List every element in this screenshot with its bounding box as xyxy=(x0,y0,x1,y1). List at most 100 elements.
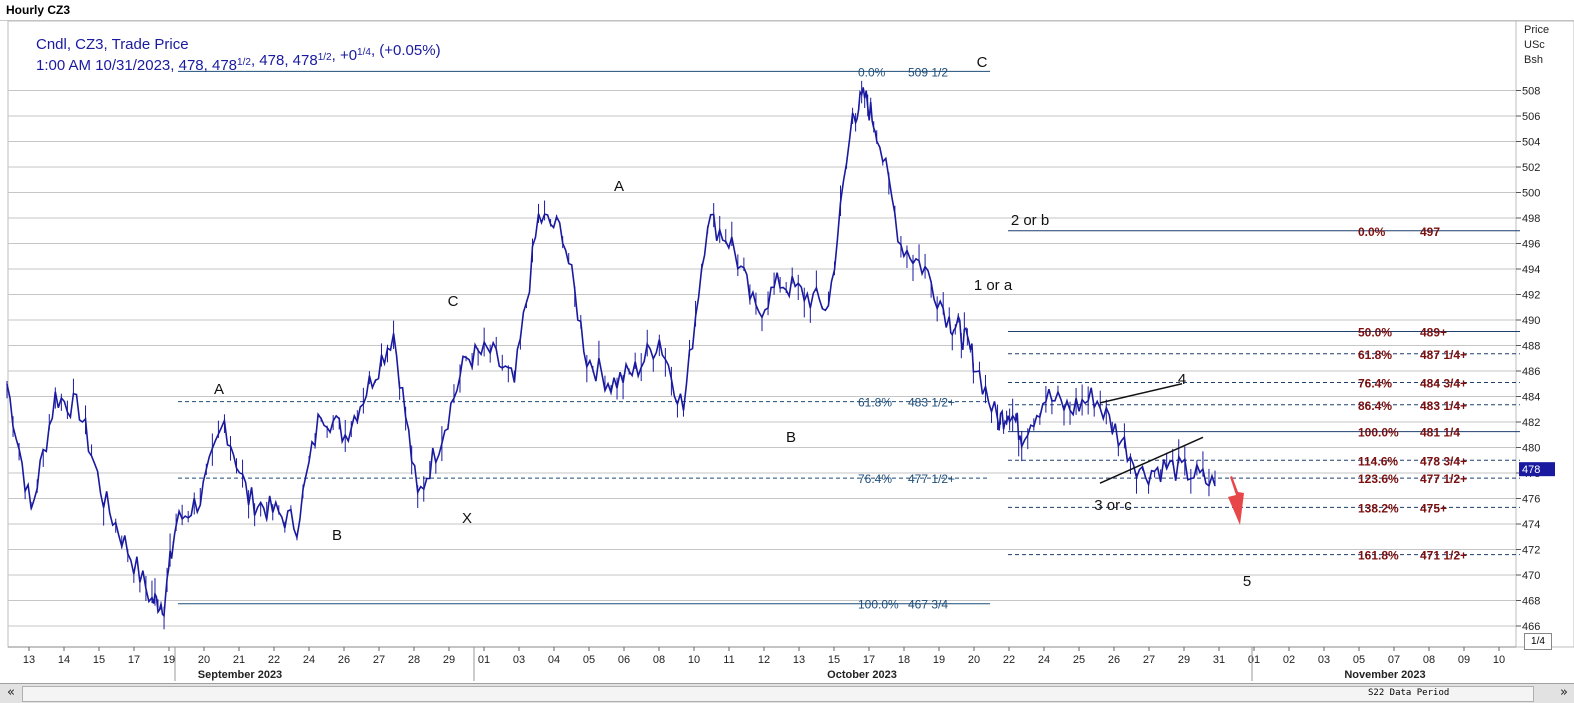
price-unit-label: Bsh xyxy=(1524,54,1543,66)
x-tick-label: 10 xyxy=(1493,654,1505,666)
x-tick-label: 13 xyxy=(23,654,35,666)
y-tick-label: 476 xyxy=(1522,494,1540,506)
x-tick-label: 15 xyxy=(93,654,105,666)
x-tick-label: 08 xyxy=(653,654,665,666)
x-tick-label: 17 xyxy=(128,654,140,666)
x-tick-label: 01 xyxy=(478,654,490,666)
x-tick-label: 20 xyxy=(198,654,210,666)
x-tick-label: 06 xyxy=(618,654,630,666)
x-tick-label: 18 xyxy=(898,654,910,666)
x-tick-label: 01 xyxy=(1248,654,1260,666)
x-tick-label: 24 xyxy=(303,654,315,666)
x-tick-label: 04 xyxy=(548,654,560,666)
fib-ext-percent: 61.8% xyxy=(1358,348,1392,362)
zoom-level[interactable]: 1/4 xyxy=(1524,633,1552,650)
wave-label: 4 xyxy=(1178,371,1186,388)
x-tick-label: 20 xyxy=(968,654,980,666)
scrollbar-thumb[interactable] xyxy=(22,686,1534,702)
scroll-left-button[interactable]: « xyxy=(7,685,15,700)
x-tick-label: 12 xyxy=(758,654,770,666)
x-tick-label: 11 xyxy=(723,654,734,666)
x-tick-label: 15 xyxy=(828,654,840,666)
y-tick-label: 490 xyxy=(1522,315,1540,327)
x-tick-label: 29 xyxy=(1178,654,1190,666)
fib-ext-value: 471 1/2+ xyxy=(1420,549,1467,563)
wave-label: C xyxy=(977,54,988,71)
y-tick-label: 484 xyxy=(1522,392,1540,404)
y-tick-label: 474 xyxy=(1522,519,1540,531)
wave-label: 5 xyxy=(1243,573,1251,590)
fib-ext-value: 487 1/4+ xyxy=(1420,348,1467,362)
last-price-value: 478 xyxy=(1522,464,1540,476)
x-tick-label: 24 xyxy=(1038,654,1050,666)
x-month-label: November 2023 xyxy=(1344,669,1425,681)
fib-level-value: 483 1/2+ xyxy=(908,396,955,410)
fib-ext-percent: 0.0% xyxy=(1358,225,1386,239)
y-tick-label: 466 xyxy=(1522,621,1540,633)
window-title: Hourly CZ3 xyxy=(6,3,71,17)
candlestick-chart[interactable]: 0.0% 509 1/261.8% 483 1/2+76.4% 477 1/2+100… xyxy=(0,0,1574,683)
y-tick-label: 470 xyxy=(1522,570,1540,582)
price-unit-label: Price xyxy=(1524,24,1549,36)
ohlc-readout: 1:00 AM 10/31/2023, 478, 4781/2, 478, 47… xyxy=(36,42,441,74)
y-tick-label: 480 xyxy=(1522,443,1540,455)
fib-level-percent: 0.0% xyxy=(858,65,886,79)
x-tick-label: 05 xyxy=(583,654,595,666)
x-tick-label: 26 xyxy=(1108,654,1120,666)
y-tick-label: 504 xyxy=(1522,137,1540,149)
fib-ext-percent: 100.0% xyxy=(1358,426,1399,440)
price-unit-label: USc xyxy=(1524,39,1545,51)
y-tick-label: 492 xyxy=(1522,290,1540,302)
wave-label: A xyxy=(214,381,224,398)
time-scrollbar[interactable]: « S22 Data Period » xyxy=(0,683,1574,703)
x-tick-label: 29 xyxy=(443,654,455,666)
scroll-right-button[interactable]: » xyxy=(1560,685,1568,700)
wave-label: 2 or b xyxy=(1011,212,1049,229)
wave-label: 3 or c xyxy=(1094,497,1132,514)
y-tick-label: 472 xyxy=(1522,545,1540,557)
x-tick-label: 27 xyxy=(373,654,385,666)
fib-ext-percent: 86.4% xyxy=(1358,399,1392,413)
wave-label: B xyxy=(332,527,342,544)
y-tick-label: 488 xyxy=(1522,341,1540,353)
price-axis-panel xyxy=(1515,20,1574,648)
last-price-tag xyxy=(1519,462,1555,477)
x-tick-label: 21 xyxy=(233,654,245,666)
fib-ext-value: 481 1/4 xyxy=(1420,426,1460,440)
fib-level-value: 509 1/2 xyxy=(908,65,948,79)
x-tick-label: 03 xyxy=(513,654,525,666)
fib-ext-percent: 114.6% xyxy=(1358,454,1398,468)
x-tick-label: 25 xyxy=(1073,654,1085,666)
fib-ext-value: 483 1/4+ xyxy=(1420,399,1467,413)
wedge-upper-line xyxy=(1099,383,1183,404)
y-tick-label: 468 xyxy=(1522,596,1540,608)
fib-ext-value: 497 xyxy=(1420,225,1440,239)
x-tick-label: 05 xyxy=(1353,654,1365,666)
x-tick-label: 07 xyxy=(1388,654,1400,666)
x-tick-label: 10 xyxy=(688,654,700,666)
fib-ext-percent: 50.0% xyxy=(1358,325,1392,339)
wave-label: A xyxy=(614,178,624,195)
y-tick-label: 500 xyxy=(1522,188,1540,200)
wave-label: X xyxy=(462,510,472,527)
wave-label: 1 or a xyxy=(974,277,1013,294)
x-month-label: October 2023 xyxy=(827,669,897,681)
x-tick-label: 28 xyxy=(408,654,420,666)
x-tick-label: 22 xyxy=(268,654,280,666)
y-tick-label: 496 xyxy=(1522,239,1540,251)
fib-ext-value: 489+ xyxy=(1420,325,1447,339)
fib-ext-value: 475+ xyxy=(1420,501,1447,515)
fib-ext-percent: 138.2% xyxy=(1358,501,1399,515)
y-tick-label: 482 xyxy=(1522,417,1540,429)
down-arrow-icon xyxy=(1228,476,1244,525)
x-tick-label: 22 xyxy=(1003,654,1015,666)
wedge-lower-line xyxy=(1099,436,1204,484)
wave-label: C xyxy=(448,293,459,310)
fib-ext-value: 477 1/2+ xyxy=(1420,472,1467,486)
y-tick-label: 502 xyxy=(1522,162,1540,174)
x-tick-label: 27 xyxy=(1143,654,1155,666)
fib-ext-value: 478 3/4+ xyxy=(1420,454,1467,468)
fib-ext-percent: 76.4% xyxy=(1358,376,1392,390)
y-tick-label: 494 xyxy=(1522,264,1540,276)
fib-level-percent: 100.0% xyxy=(858,598,899,612)
